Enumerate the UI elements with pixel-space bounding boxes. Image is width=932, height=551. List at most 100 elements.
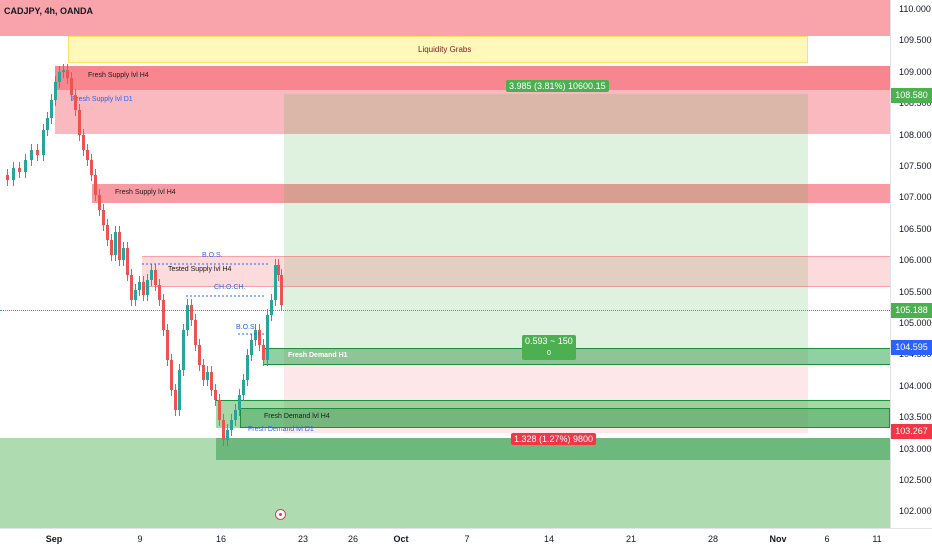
top-supply-band (0, 0, 890, 36)
alert-icon[interactable] (275, 509, 286, 520)
fresh-demand-h1-zone[interactable] (264, 348, 890, 365)
candle-body (246, 355, 249, 380)
candle-body (194, 320, 197, 345)
candle-body (36, 150, 39, 155)
candle-body (206, 372, 209, 380)
candle-body (18, 168, 21, 172)
candle-body (110, 240, 113, 255)
candle-body (166, 330, 169, 360)
candle-body (122, 248, 125, 260)
fresh-supply-h4-top-zone[interactable] (55, 66, 890, 90)
candle-body (24, 160, 27, 172)
time-tick: Sep (45, 534, 63, 544)
candle-body (266, 315, 269, 360)
time-tick: 21 (625, 534, 637, 544)
candle-body (182, 330, 185, 370)
candle-body (30, 150, 33, 160)
profit-zone[interactable] (284, 94, 808, 349)
candle-body (74, 95, 77, 110)
liquidity-grabs-zone[interactable] (68, 36, 808, 63)
fresh-supply-h4-mid-zone[interactable] (92, 184, 890, 203)
fresh-supply-d1-zone[interactable] (55, 90, 890, 134)
candle-body (106, 225, 109, 240)
candle-body (54, 82, 57, 100)
tested-supply-h4-zone[interactable] (142, 256, 890, 287)
candle-body (250, 340, 253, 355)
candle-body (86, 150, 89, 160)
time-tick: 26 (347, 534, 359, 544)
candle-body (190, 305, 193, 320)
price-tag-current: 105.188 (891, 303, 932, 318)
candle-body (162, 300, 165, 330)
profit-label[interactable]: 3.985 (3.81%) 10600.15 (506, 80, 609, 92)
price-tick: 109.500 (899, 35, 932, 46)
price-tick: 105.000 (899, 318, 932, 328)
candle-body (118, 232, 121, 260)
candle-body (262, 345, 265, 360)
fresh-supply-d1-label: Fresh Supply lvl D1 (72, 96, 133, 103)
candle-body (178, 370, 181, 410)
candle-body (230, 420, 233, 430)
candle-body (138, 282, 141, 290)
candle-body (58, 72, 61, 82)
time-tick: 16 (215, 534, 227, 544)
candle-body (134, 290, 137, 300)
candle-body (126, 248, 129, 275)
mid-label-value: 0.593 ~ 150 (525, 336, 573, 346)
time-tick: 14 (543, 534, 555, 544)
fresh-demand-d1-label: Fresh Demand lvl D1 (248, 426, 314, 433)
chart-area[interactable]: Liquidity Grabs Fresh Supply lvl H4 Fres… (0, 0, 890, 528)
candle-body (210, 372, 213, 390)
price-axis[interactable]: 110.000 109.500 109.000 108.500 108.000 107.5… (890, 0, 932, 528)
price-tick: 106.000 (899, 255, 932, 266)
candle-body (94, 175, 97, 195)
symbol-title[interactable]: CADJPY, 4h, OANDA (4, 6, 94, 16)
candle-body (274, 265, 277, 300)
candle-body (12, 168, 15, 180)
candle-body (202, 365, 205, 380)
price-candles (6, 64, 283, 446)
price-tick: 108.000 (899, 129, 932, 140)
candle-body (6, 175, 9, 180)
candle-body (280, 275, 283, 305)
candle-body (198, 345, 201, 365)
candle-body (98, 195, 101, 210)
price-tag-stop: 103.267 (891, 424, 932, 439)
current-price-line (0, 310, 890, 311)
candle-body (114, 232, 117, 255)
time-axis[interactable]: Sep 9 16 23 26 Oct 7 14 21 28 Nov 6 11 (0, 528, 932, 551)
candle-body (154, 270, 157, 285)
price-tick: 110.000 (899, 4, 931, 14)
fresh-demand-h4-inner (240, 408, 890, 428)
candle-body (50, 100, 53, 118)
loss-label[interactable]: 1.328 (1.27%) 9800 (511, 433, 597, 445)
bos-lower-label: B.O.S. (236, 324, 257, 331)
fresh-demand-h4-label: Fresh Demand lvl H4 (264, 413, 330, 420)
time-tick: Nov (769, 534, 787, 544)
candle-body (42, 130, 45, 155)
time-tick: 6 (824, 534, 830, 544)
candle-body (82, 135, 85, 150)
mid-label-sub: 0 (546, 350, 551, 357)
candle-body (170, 360, 173, 390)
choch-label: CH.O.CH. (214, 284, 246, 291)
fresh-supply-h4-top-label: Fresh Supply lvl H4 (88, 72, 149, 79)
price-tick: 107.000 (899, 192, 932, 203)
price-tick: 102.500 (899, 475, 932, 485)
fresh-demand-h4-zone[interactable] (216, 400, 890, 428)
candle-body (254, 330, 257, 340)
price-tick: 103.500 (899, 412, 932, 423)
candle-body (66, 70, 69, 78)
candle-body (158, 285, 161, 300)
candle-body (146, 280, 149, 295)
mid-label[interactable]: 0.593 ~ 150 0 (522, 335, 576, 360)
fresh-demand-d1-zone[interactable] (0, 438, 890, 528)
candle-body (142, 282, 145, 295)
time-tick: 7 (464, 534, 470, 544)
price-tag-target: 108.580 (891, 88, 932, 103)
fresh-demand-d1-band (216, 438, 890, 460)
time-tick: 11 (872, 534, 882, 544)
price-tag-entry: 104.595 (891, 340, 932, 355)
price-tick: 103.000 (899, 443, 932, 454)
candle-body (46, 118, 49, 130)
